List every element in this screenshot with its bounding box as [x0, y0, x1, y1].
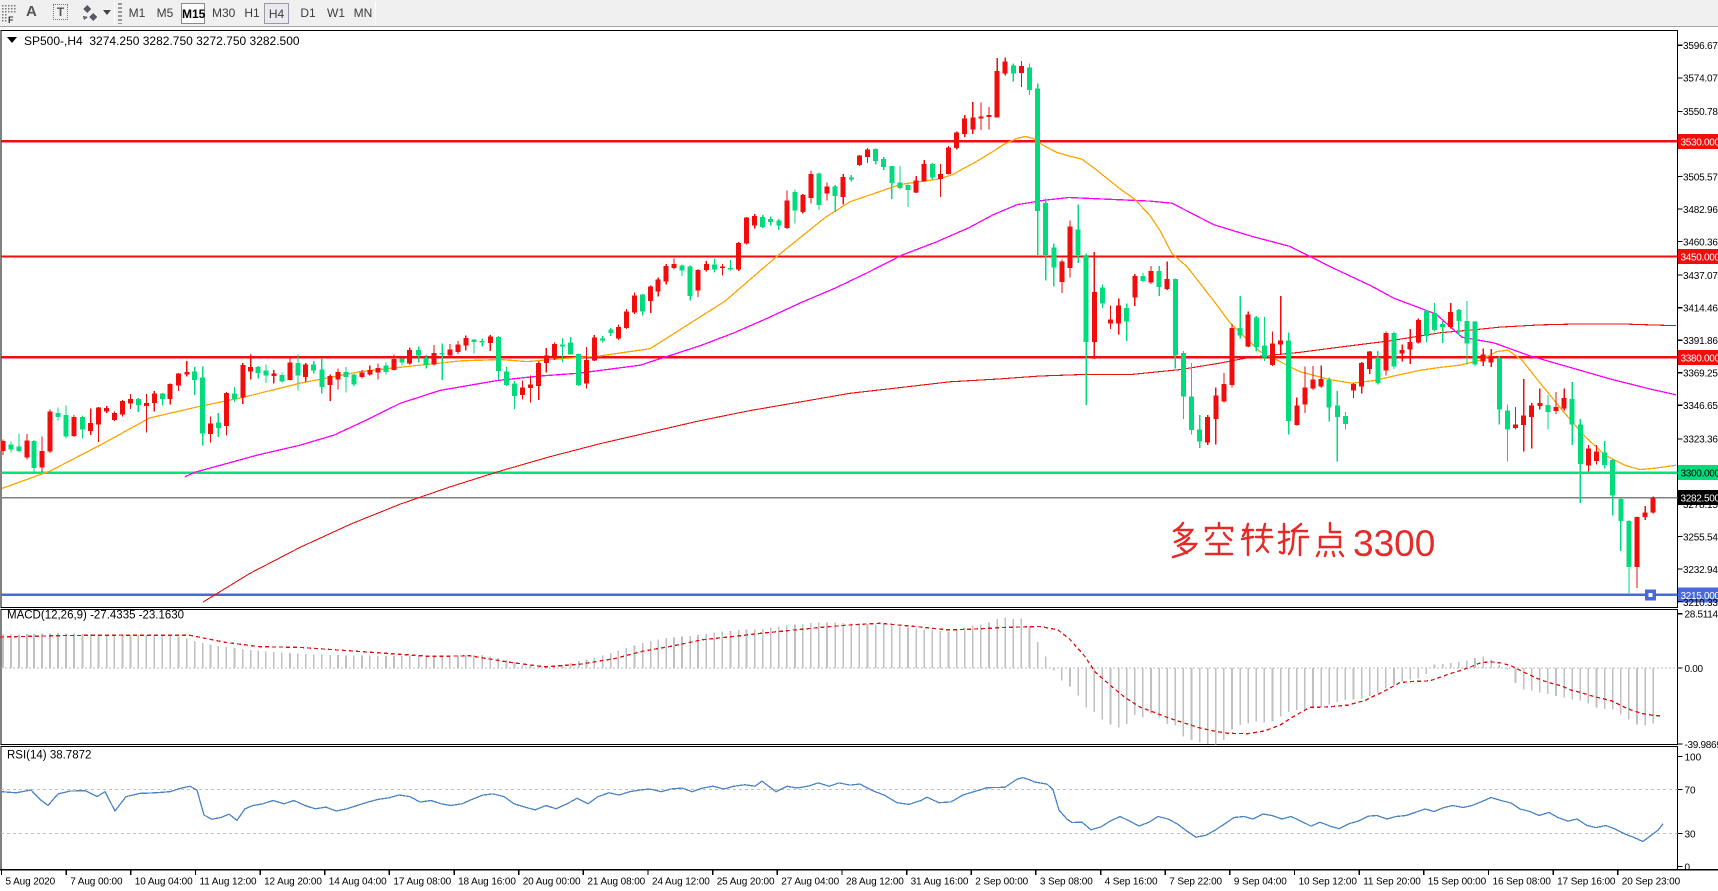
svg-text:14 Aug 04:00: 14 Aug 04:00: [329, 877, 387, 888]
svg-text:10 Sep 12:00: 10 Sep 12:00: [1299, 877, 1358, 888]
svg-text:24 Aug 12:00: 24 Aug 12:00: [652, 877, 710, 888]
svg-text:3596.675: 3596.675: [1683, 41, 1718, 52]
svg-text:18 Aug 16:00: 18 Aug 16:00: [458, 877, 516, 888]
svg-text:3369.255: 3369.255: [1683, 369, 1718, 380]
svg-text:3255.545: 3255.545: [1683, 532, 1718, 543]
svg-text:3450.000: 3450.000: [1681, 253, 1718, 264]
svg-text:25 Aug 20:00: 25 Aug 20:00: [717, 877, 775, 888]
svg-text:7 Sep 22:00: 7 Sep 22:00: [1169, 877, 1222, 888]
svg-text:RSI(14) 38.7872: RSI(14) 38.7872: [7, 750, 91, 762]
svg-text:MACD(12,26,9) -27.4335 -23.163: MACD(12,26,9) -27.4335 -23.1630: [7, 610, 184, 622]
svg-text:3574.070: 3574.070: [1683, 74, 1718, 85]
svg-text:16 Sep 08:00: 16 Sep 08:00: [1493, 877, 1552, 888]
svg-text:0.00: 0.00: [1685, 664, 1704, 675]
svg-text:10 Aug 04:00: 10 Aug 04:00: [135, 877, 193, 888]
svg-text:11 Aug 12:00: 11 Aug 12:00: [200, 877, 258, 888]
svg-text:0: 0: [1685, 863, 1691, 874]
svg-text:3346.650: 3346.650: [1683, 401, 1718, 412]
svg-text:3550.780: 3550.780: [1683, 107, 1718, 118]
svg-text:3482.965: 3482.965: [1683, 205, 1718, 216]
svg-text:21 Aug 08:00: 21 Aug 08:00: [587, 877, 645, 888]
svg-text:3380.000: 3380.000: [1681, 353, 1718, 364]
svg-text:17 Sep 16:00: 17 Sep 16:00: [1557, 877, 1616, 888]
svg-text:3460.360: 3460.360: [1683, 237, 1718, 248]
svg-text:9 Sep 04:00: 9 Sep 04:00: [1234, 877, 1287, 888]
svg-text:3530.000: 3530.000: [1681, 137, 1718, 148]
svg-text:3278.150: 3278.150: [1683, 500, 1718, 511]
svg-text:3391.860: 3391.860: [1683, 336, 1718, 347]
svg-text:15 Sep 00:00: 15 Sep 00:00: [1428, 877, 1487, 888]
svg-text:28 Aug 12:00: 28 Aug 12:00: [846, 877, 904, 888]
svg-text:31 Aug 16:00: 31 Aug 16:00: [911, 877, 969, 888]
svg-text:30: 30: [1685, 830, 1697, 841]
svg-text:SP500-,H4 3274.250 3282.750 3: SP500-,H4 3274.250 3282.750 3272.750 328…: [24, 34, 300, 48]
svg-text:3414.465: 3414.465: [1683, 304, 1718, 315]
svg-text:28.5114: 28.5114: [1685, 610, 1718, 621]
svg-text:20 Sep 23:00: 20 Sep 23:00: [1622, 877, 1681, 888]
svg-text:2 Sep 00:00: 2 Sep 00:00: [975, 877, 1028, 888]
svg-text:12 Aug 20:00: 12 Aug 20:00: [264, 877, 322, 888]
svg-text:11 Sep 20:00: 11 Sep 20:00: [1363, 877, 1421, 888]
svg-text:3282.500: 3282.500: [1681, 494, 1718, 505]
svg-text:7 Aug 00:00: 7 Aug 00:00: [70, 877, 123, 888]
svg-text:70: 70: [1685, 786, 1697, 797]
svg-text:100: 100: [1685, 753, 1702, 764]
svg-text:5 Aug 2020: 5 Aug 2020: [6, 877, 56, 888]
svg-text:3300.000: 3300.000: [1681, 469, 1718, 480]
svg-text:17 Aug 08:00: 17 Aug 08:00: [393, 877, 451, 888]
svg-text:27 Aug 04:00: 27 Aug 04:00: [781, 877, 839, 888]
svg-text:3323.360: 3323.360: [1683, 435, 1718, 446]
svg-text:3505.570: 3505.570: [1683, 172, 1718, 183]
svg-text:3437.070: 3437.070: [1683, 271, 1718, 282]
svg-text:-39.9869: -39.9869: [1685, 740, 1718, 751]
svg-text:F: F: [8, 15, 14, 23]
svg-text:3232.940: 3232.940: [1683, 565, 1718, 576]
svg-text:3210.335: 3210.335: [1683, 598, 1718, 609]
svg-text:3300: 3300: [1353, 523, 1435, 564]
svg-text:4 Sep 16:00: 4 Sep 16:00: [1105, 877, 1158, 888]
svg-text:3 Sep 08:00: 3 Sep 08:00: [1040, 877, 1093, 888]
svg-text:20 Aug 00:00: 20 Aug 00:00: [523, 877, 581, 888]
svg-text:3215.000: 3215.000: [1681, 591, 1718, 602]
